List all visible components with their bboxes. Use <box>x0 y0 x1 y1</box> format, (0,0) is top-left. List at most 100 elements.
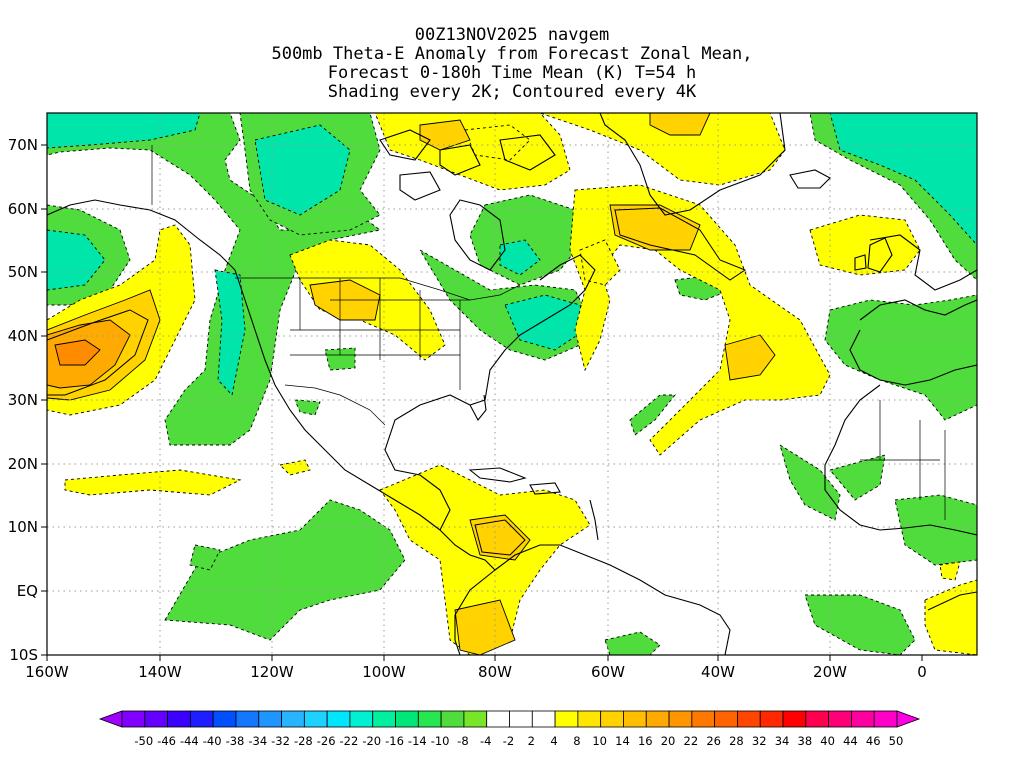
shade-mid-atlantic-green <box>629 394 676 436</box>
lat-label: 60N <box>8 200 38 218</box>
colorbar-label: -16 <box>385 734 404 748</box>
shade-ne-pacific-teal <box>47 229 106 291</box>
colorbar-label: -26 <box>317 734 336 748</box>
shade-pacific-band-yellow <box>64 469 242 496</box>
colorbar-label: 38 <box>798 734 813 748</box>
shade-ne-corner-teal <box>829 113 977 246</box>
title-line-2: 500mb Theta-E Anomaly from Forecast Zona… <box>271 44 753 64</box>
shade-n-pacific-dark-orange <box>54 339 101 366</box>
colorbar-label: 2 <box>528 734 535 748</box>
coast-alaska <box>47 199 236 271</box>
strong-positive-shading <box>47 113 776 655</box>
border-us-mexico <box>284 384 386 426</box>
shade-s-atlantic-green <box>804 594 916 655</box>
political-borders <box>151 145 946 520</box>
shade-caribbean-gold <box>454 599 516 655</box>
colorbar-label: -44 <box>180 734 199 748</box>
colorbar-swatch <box>623 710 647 728</box>
shade-gulf-guinea-green <box>894 494 977 566</box>
shade-tropical-pacific-green <box>164 499 406 641</box>
longitude-labels: 160W 140W 120W 100W 80W 60W 40W 20W 0 <box>25 663 927 681</box>
lon-label: 140W <box>138 663 182 681</box>
contour-samerica-8 <box>474 519 526 556</box>
colorbar-label: 28 <box>729 734 744 748</box>
colorbar-label: 20 <box>661 734 676 748</box>
colorbar-label: -10 <box>431 734 450 748</box>
colorbar-label: -46 <box>157 734 176 748</box>
shade-greenland-yellow <box>539 113 786 186</box>
shade-canada-teal <box>254 124 351 216</box>
colorbar-swatch <box>509 710 533 728</box>
lon-label: 100W <box>362 663 406 681</box>
shade-nw-atlantic-green <box>47 113 382 446</box>
colorbar-swatch <box>782 710 807 728</box>
coast-africa <box>824 384 977 536</box>
colorbar-arrow-low <box>98 710 123 728</box>
colorbar-label: 40 <box>820 734 835 748</box>
shade-pacific-blob-yellow <box>279 459 311 476</box>
colorbar-swatch <box>349 710 374 728</box>
colorbar-swatch <box>189 710 214 728</box>
shade-europe-green <box>824 294 977 421</box>
colorbar <box>98 710 921 728</box>
colorbar-label: -22 <box>340 734 359 748</box>
colorbar-swatch <box>167 710 191 728</box>
colorbar-swatch <box>326 710 351 728</box>
shade-samerica-gold <box>469 514 531 561</box>
colorbar-label: -20 <box>362 734 381 748</box>
map-plot-area <box>47 113 977 655</box>
contour-n-pacific-8 <box>47 309 149 396</box>
lat-label: 50N <box>8 263 38 281</box>
lon-label: 160W <box>25 663 69 681</box>
colorbar-label: 16 <box>638 734 653 748</box>
coast-europe <box>849 234 977 386</box>
lon-label: 60W <box>591 663 625 681</box>
colorbar-swatch <box>645 710 670 728</box>
colorbar-label: -28 <box>294 734 313 748</box>
coast-hudson-bay <box>449 199 506 271</box>
colorbar-label: 22 <box>684 734 699 748</box>
shade-atlantic2-gold <box>724 334 776 381</box>
lon-label: 0 <box>917 663 927 681</box>
shade-greenland-gold <box>649 113 711 136</box>
colorbar-label: 32 <box>752 734 767 748</box>
colorbar-swatch <box>828 710 852 728</box>
colorbar-label: -50 <box>134 734 153 748</box>
colorbar-label: -8 <box>457 734 468 748</box>
colorbar-swatch <box>805 710 830 728</box>
colorbar-label: 44 <box>843 734 858 748</box>
solid-contours <box>47 207 977 611</box>
lon-label: 40W <box>701 663 735 681</box>
strong-negative-shading <box>47 113 977 396</box>
border-canada-us <box>235 277 521 301</box>
colorbar-label: 26 <box>706 734 721 748</box>
lon-label: 120W <box>250 663 294 681</box>
colorbar-swatch <box>759 710 784 728</box>
lat-label: 10S <box>9 646 38 664</box>
lat-label: EQ <box>17 582 38 600</box>
coast-iceland <box>789 169 831 189</box>
colorbar-swatch <box>668 710 693 728</box>
title-line-3: Forecast 0-180h Time Mean (K) T=54 h <box>327 63 697 83</box>
coast-lesser-antilles <box>589 499 599 541</box>
shade-s-atlantic-yellow <box>924 579 977 655</box>
border-africa <box>860 400 946 520</box>
colorbar-label: -2 <box>503 734 514 748</box>
colorbar-swatch <box>463 710 488 728</box>
colorbar-label: 46 <box>866 734 881 748</box>
shade-hudson-teal <box>499 239 541 276</box>
map-frame <box>46 112 978 656</box>
colorbar-label: 10 <box>592 734 607 748</box>
lat-label: 20N <box>8 455 38 473</box>
colorbar-swatch <box>600 710 624 728</box>
colorbar-swatch <box>873 710 898 728</box>
coast-arctic-archipelago <box>379 129 556 201</box>
colorbar-label: -32 <box>271 734 290 748</box>
colorbar-label: 14 <box>615 734 630 748</box>
colorbar-label: 4 <box>550 734 557 748</box>
colorbar-label: -38 <box>226 734 245 748</box>
coast-south-america <box>454 544 731 655</box>
colorbar-swatch <box>577 710 602 728</box>
shade-west-coast-teal <box>214 269 246 396</box>
coast-florida <box>469 394 487 421</box>
